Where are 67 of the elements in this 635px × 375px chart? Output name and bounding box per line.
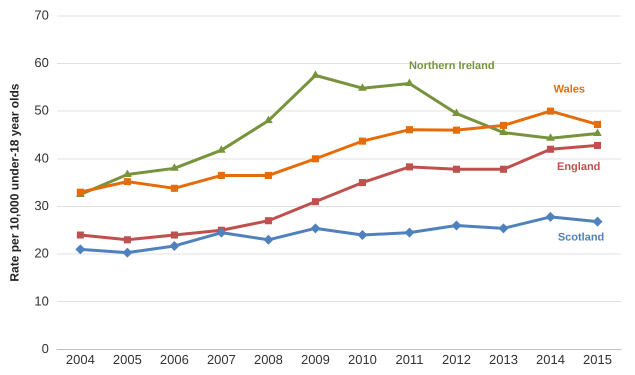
y-tick-label: 60 bbox=[34, 55, 49, 70]
point bbox=[594, 120, 602, 128]
point bbox=[498, 223, 508, 234]
point bbox=[312, 198, 319, 206]
point bbox=[170, 184, 178, 192]
series-label: Wales bbox=[554, 84, 585, 96]
y-tick-label: 70 bbox=[34, 7, 49, 22]
point bbox=[124, 178, 131, 186]
y-tick-label: 50 bbox=[34, 102, 49, 118]
point bbox=[499, 128, 508, 136]
point bbox=[264, 116, 273, 124]
x-tick-label: 2012 bbox=[442, 352, 471, 367]
point bbox=[358, 83, 367, 91]
point bbox=[263, 234, 274, 245]
x-tick-label: 2006 bbox=[160, 352, 189, 367]
x-tick-label: 2015 bbox=[583, 352, 612, 367]
point bbox=[76, 231, 84, 239]
point bbox=[312, 155, 319, 162]
x-tick-label: 2010 bbox=[348, 352, 377, 367]
y-tick-label: 10 bbox=[34, 293, 49, 308]
point bbox=[310, 223, 320, 234]
point bbox=[357, 230, 368, 240]
point bbox=[451, 220, 462, 230]
point bbox=[75, 244, 86, 254]
y-tick-label: 20 bbox=[34, 246, 49, 261]
x-tick-label: 2007 bbox=[206, 352, 236, 367]
point bbox=[546, 108, 554, 115]
point bbox=[546, 133, 555, 141]
point bbox=[169, 240, 180, 251]
point bbox=[122, 248, 132, 258]
point bbox=[452, 126, 460, 134]
point bbox=[406, 126, 413, 134]
point bbox=[500, 166, 508, 173]
series-label: Scotland bbox=[558, 231, 604, 244]
series-label: England bbox=[556, 160, 600, 173]
point bbox=[264, 172, 272, 179]
y-axis-title: Rate per 10,000 under-18 year olds bbox=[8, 83, 22, 282]
y-tick-label: 30 bbox=[34, 198, 49, 214]
y-tick-label: 40 bbox=[34, 150, 49, 166]
point bbox=[592, 216, 602, 227]
x-tick-label: 2009 bbox=[300, 352, 330, 367]
x-tick-label: 2013 bbox=[489, 352, 518, 367]
point bbox=[594, 142, 602, 149]
point bbox=[170, 163, 179, 171]
x-tick-label: 2005 bbox=[112, 352, 142, 367]
point bbox=[358, 179, 366, 186]
point bbox=[170, 231, 178, 239]
point bbox=[405, 78, 414, 86]
point bbox=[452, 166, 460, 173]
point bbox=[404, 228, 414, 238]
point bbox=[264, 217, 272, 224]
point bbox=[216, 228, 226, 238]
x-tick-label: 2014 bbox=[536, 352, 565, 367]
point bbox=[218, 172, 225, 179]
series-label: Northern Ireland bbox=[408, 60, 495, 72]
point bbox=[593, 128, 602, 136]
point bbox=[406, 163, 413, 170]
point bbox=[545, 212, 556, 222]
point bbox=[124, 236, 131, 244]
point bbox=[311, 70, 320, 78]
point bbox=[500, 122, 508, 129]
y-tick-label: 0 bbox=[42, 340, 49, 356]
point bbox=[358, 138, 366, 145]
x-tick-label: 2008 bbox=[254, 352, 283, 367]
point bbox=[546, 146, 554, 153]
x-tick-label: 2011 bbox=[395, 352, 424, 367]
x-tick-label: 2004 bbox=[66, 352, 95, 367]
